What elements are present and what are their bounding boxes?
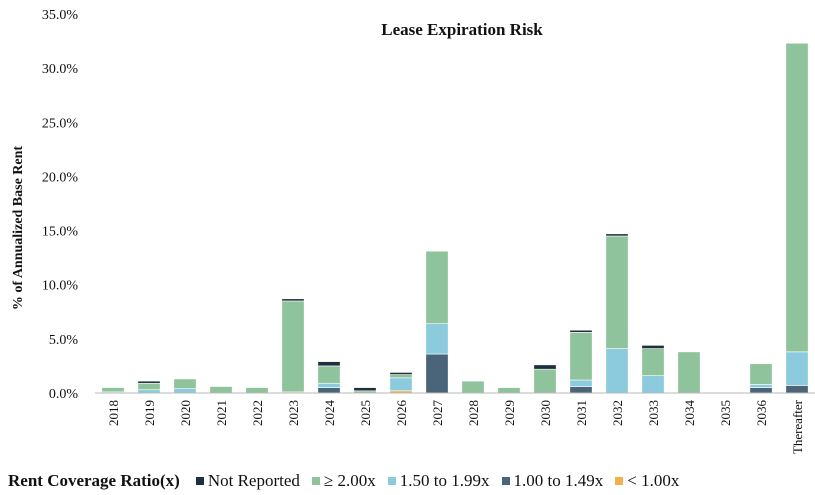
legend-item: 1.50 to 1.99x (387, 471, 490, 491)
x-tick-label: 2026 (394, 400, 409, 427)
legend-label: 1.50 to 1.99x (399, 471, 490, 490)
bar-segment (317, 387, 341, 394)
x-axis-ticks: 2018 2019 2020 2021 2022 2023 2024 2025 2026 2027… (106, 399, 805, 454)
y-tick-label: 15.0% (42, 225, 79, 240)
bar-segment (353, 387, 377, 392)
y-tick-label: 5.0% (49, 333, 79, 348)
bar-segment (533, 364, 557, 370)
bar-segment (173, 378, 197, 389)
x-tick-label: 2029 (502, 400, 517, 426)
chart-title: Lease Expiration Risk (381, 20, 543, 39)
legend-label: Not Reported (207, 471, 300, 490)
bar-segment (569, 386, 593, 394)
bar-segment (785, 385, 809, 394)
y-tick-label: 30.0% (42, 62, 79, 77)
bar-segment (533, 368, 557, 394)
legend-swatch (501, 477, 510, 485)
legend-swatch (195, 477, 204, 485)
legend-swatch (387, 477, 396, 485)
bar-segment (569, 332, 593, 381)
x-tick-label: 2031 (574, 400, 589, 426)
bars (101, 42, 809, 394)
bar-segment (101, 387, 125, 393)
bar-segment (605, 235, 629, 349)
bar-segment (785, 42, 809, 353)
x-tick-label: 2035 (718, 400, 733, 426)
x-tick-label: 2036 (754, 400, 769, 427)
x-tick-label: 2021 (214, 400, 229, 426)
bar-segment (605, 233, 629, 237)
bar-segment (245, 387, 269, 394)
x-tick-label: 2020 (178, 400, 193, 426)
bar-segment (317, 361, 341, 367)
legend-swatch (615, 477, 624, 485)
bar-segment (641, 348, 665, 376)
y-tick-label: 0.0% (49, 387, 79, 402)
bar-segment (317, 382, 341, 388)
legend-item: Not Reported (195, 471, 300, 491)
legend-title: Rent Coverage Ratio(x) (8, 471, 180, 490)
bar-segment (281, 300, 305, 393)
x-tick-label: 2034 (682, 400, 697, 427)
bar-segment (425, 353, 449, 394)
bar-segment (209, 386, 233, 394)
bar-segment (425, 323, 449, 355)
y-axis-label: % of Annualized Base Rent (11, 146, 26, 310)
bar-segment (497, 387, 521, 394)
legend-label: 1.00 to 1.49x (513, 471, 604, 490)
bar-segment (641, 345, 665, 349)
legend-label: ≥ 2.00x (323, 471, 376, 490)
bar-segment (641, 375, 665, 394)
bar-segment (389, 374, 413, 379)
bar-segment (137, 382, 161, 391)
bar-segment (605, 348, 629, 394)
y-tick-label: 25.0% (42, 116, 79, 131)
bar-segment (173, 388, 197, 394)
bar-segment (461, 380, 485, 394)
legend-item: ≥ 2.00x (311, 471, 376, 491)
x-tick-label: 2024 (322, 400, 337, 427)
bar-segment (785, 351, 809, 386)
legend-label: < 1.00x (627, 471, 680, 490)
x-tick-label: 2028 (466, 400, 481, 426)
x-tick-label: 2032 (610, 400, 625, 426)
x-tick-label: Thereafter (790, 399, 805, 454)
x-tick-label: 2018 (106, 400, 121, 426)
x-tick-label: 2025 (358, 400, 373, 426)
y-tick-label: 20.0% (42, 170, 79, 185)
x-tick-label: 2023 (286, 400, 301, 426)
legend-swatch (311, 477, 320, 485)
legend-item: 1.00 to 1.49x (501, 471, 604, 491)
legend: Rent Coverage Ratio(x) Not Reported ≥ 2.0… (8, 470, 691, 492)
bar-segment (389, 372, 413, 375)
bar-segment (569, 379, 593, 387)
x-tick-label: 2027 (430, 400, 445, 427)
bar-segment (389, 377, 413, 392)
y-tick-label: 10.0% (42, 279, 79, 294)
x-tick-label: 2022 (250, 400, 265, 426)
bar-segment (749, 363, 773, 385)
x-tick-label: 2019 (142, 400, 157, 426)
x-tick-label: 2033 (646, 400, 661, 426)
bar-segment (317, 365, 341, 384)
bar-segment (281, 298, 305, 302)
bar-segment (425, 250, 449, 324)
bar-segment (749, 384, 773, 388)
x-tick-label: 2030 (538, 400, 553, 426)
y-tick-label: 35.0% (42, 8, 79, 23)
y-axis-ticks: 0.0% 5.0% 10.0% 15.0% 20.0% 25.0% 30.0% 35.0% (42, 8, 79, 402)
bar-segment (749, 387, 773, 394)
legend-item: < 1.00x (615, 471, 679, 491)
bar-segment (137, 380, 161, 384)
bar-segment (569, 329, 593, 333)
bar-segment (677, 351, 701, 394)
